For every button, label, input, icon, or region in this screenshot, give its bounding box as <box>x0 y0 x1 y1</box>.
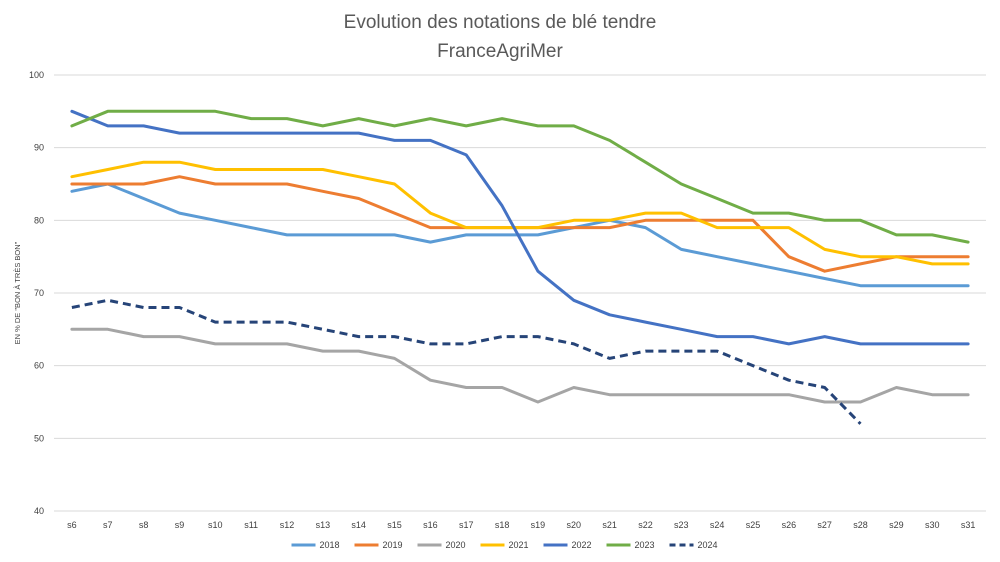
chart-title: Evolution des notations de blé tendre <box>344 12 657 33</box>
x-tick-label: s25 <box>746 520 761 530</box>
x-tick-label: s18 <box>495 520 510 530</box>
series-line-2018 <box>70 182 970 288</box>
legend-label: 2024 <box>698 540 718 550</box>
series-line-2020 <box>70 327 970 404</box>
x-tick-label: s8 <box>139 520 149 530</box>
x-tick-label: s6 <box>67 520 77 530</box>
y-tick-label: 40 <box>34 506 44 516</box>
x-tick-label: s11 <box>244 520 258 530</box>
legend-label: 2021 <box>509 540 529 550</box>
x-tick-label: s29 <box>889 520 904 530</box>
y-tick-label: 50 <box>34 433 44 443</box>
legend-label: 2022 <box>572 540 592 550</box>
series-line-2024 <box>71 298 862 425</box>
legend: 2018 2019 2020 2021 2022 2023 2024 <box>291 540 718 550</box>
y-tick-label: 90 <box>34 143 44 153</box>
gridlines <box>54 74 986 512</box>
x-tick-label: s19 <box>531 520 546 530</box>
series-line-2022 <box>70 109 970 346</box>
x-tick-label: s21 <box>602 520 617 530</box>
series-line-2021 <box>70 160 970 266</box>
y-tick-label: 100 <box>29 70 44 80</box>
y-tick-label: 70 <box>34 288 44 298</box>
x-tick-label: s27 <box>817 520 832 530</box>
x-tick-label: s16 <box>423 520 438 530</box>
legend-label: 2023 <box>635 540 655 550</box>
y-tick-label: 60 <box>34 361 44 371</box>
series-line-2023 <box>70 109 970 244</box>
x-tick-label: s12 <box>280 520 295 530</box>
x-tick-label: s28 <box>853 520 868 530</box>
legend-label: 2018 <box>320 540 340 550</box>
x-tick-label: s15 <box>387 520 402 530</box>
x-tick-label: s26 <box>782 520 797 530</box>
y-axis-ticks: 40 50 60 70 80 90 100 <box>29 70 44 516</box>
x-tick-label: s7 <box>103 520 113 530</box>
x-tick-label: s14 <box>351 520 366 530</box>
legend-label: 2019 <box>383 540 403 550</box>
x-tick-label: s9 <box>175 520 185 530</box>
x-tick-label: s30 <box>925 520 940 530</box>
x-tick-label: s22 <box>638 520 653 530</box>
x-tick-label: s13 <box>316 520 331 530</box>
series-lines <box>70 109 970 425</box>
chart-subtitle: FranceAgriMer <box>437 41 563 62</box>
x-axis-ticks: s6 s7 s8 s9 s10 s11 s12 s13 s14 s15 s16 s17 s18 s19 s2… <box>67 520 975 530</box>
x-tick-label: s23 <box>674 520 689 530</box>
series-line-2019 <box>70 175 970 273</box>
y-tick-label: 80 <box>34 215 44 225</box>
x-tick-label: s10 <box>208 520 223 530</box>
x-tick-label: s17 <box>459 520 474 530</box>
x-tick-label: s20 <box>567 520 582 530</box>
x-tick-label: s31 <box>961 520 976 530</box>
y-axis-label: EN % DE "BON À TRÈS BON" <box>13 241 22 344</box>
x-tick-label: s24 <box>710 520 725 530</box>
legend-label: 2020 <box>446 540 466 550</box>
